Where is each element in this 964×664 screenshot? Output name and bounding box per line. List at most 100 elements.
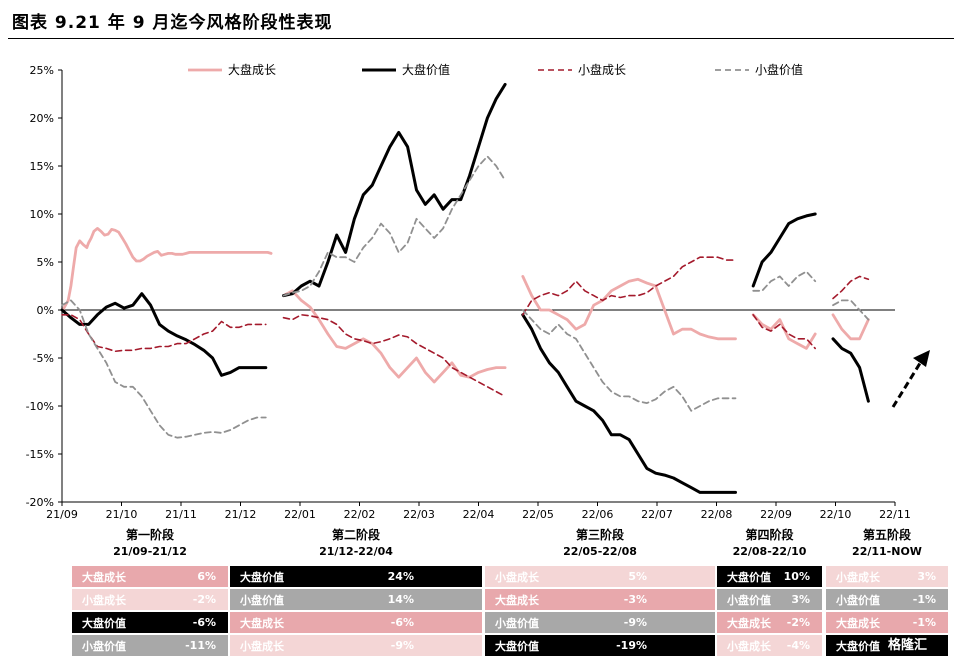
series-line xyxy=(751,212,817,288)
y-tick-label: 10% xyxy=(30,208,54,221)
x-tick-label: 22/02 xyxy=(344,508,376,521)
phase-row: 大盘成长 -6% xyxy=(230,612,482,633)
phase-row: 小盘成长 -2% xyxy=(72,589,228,610)
series-line xyxy=(61,313,267,353)
series-line xyxy=(751,313,817,350)
phase-row-label: 小盘价值 xyxy=(495,616,539,630)
phase-row-value: -9% xyxy=(623,616,647,629)
phase-date-range: 21/09-21/12 xyxy=(113,545,187,558)
phase-row-label: 大盘价值 xyxy=(82,616,126,630)
x-tick-label: 22/05 xyxy=(522,508,554,521)
x-tick-label: 22/04 xyxy=(463,508,495,521)
phase-row-label: 大盘成长 xyxy=(727,616,771,630)
phase-row-value: 3% xyxy=(917,570,936,583)
series-line xyxy=(521,309,737,412)
phase-row: 大盘价值 xyxy=(826,635,948,656)
phase-date-range: 21/12-22/04 xyxy=(319,545,393,558)
phase-row: 小盘价值 -11% xyxy=(72,635,228,656)
phase-row-label: 大盘成长 xyxy=(836,616,880,630)
phase-row: 小盘价值 3% xyxy=(717,589,822,610)
x-tick-label: 22/08 xyxy=(701,508,733,521)
phase-row: 小盘价值 -9% xyxy=(485,612,715,633)
x-tick-label: 21/09 xyxy=(46,508,78,521)
phase-row-value: 6% xyxy=(197,570,216,583)
phase-row-value: -19% xyxy=(616,639,647,652)
phase-row: 大盘价值 10% xyxy=(717,566,822,587)
phase-row-value: 10% xyxy=(783,570,810,583)
phase-row-label: 大盘成长 xyxy=(495,593,539,607)
y-tick-label: -20% xyxy=(26,496,54,509)
x-tick-label: 21/10 xyxy=(106,508,138,521)
y-tick-label: 0% xyxy=(37,304,54,317)
phase-row-label: 小盘价值 xyxy=(82,639,126,653)
chart-axes: 25% 20% 15% 10% 5% 0% -5% -10% -15% -20%21/09 21/1… xyxy=(26,64,911,521)
series-line xyxy=(831,313,870,341)
phase-row-label: 小盘成长 xyxy=(836,570,880,584)
phase-name: 第三阶段 xyxy=(575,528,624,542)
phase-row-value: -11% xyxy=(185,639,216,652)
y-tick-label: -10% xyxy=(26,400,54,413)
phase-row: 小盘价值 -1% xyxy=(826,589,948,610)
y-tick-label: 5% xyxy=(37,256,54,269)
phase-row: 大盘成长 -3% xyxy=(485,589,715,610)
phase-row-label: 小盘成长 xyxy=(727,639,771,653)
phase-row: 大盘价值 -19% xyxy=(485,635,715,656)
phase-row-label: 小盘成长 xyxy=(82,593,126,607)
legend-label: 小盘价值 xyxy=(755,62,803,77)
series-line xyxy=(60,292,268,377)
series-line xyxy=(61,299,267,439)
phase-row: 大盘成长 6% xyxy=(72,566,228,587)
x-tick-label: 22/09 xyxy=(760,508,792,521)
x-tick-label: 21/11 xyxy=(165,508,197,521)
phase-name: 第二阶段 xyxy=(331,528,380,542)
phase-row-label: 大盘成长 xyxy=(82,570,126,584)
series-line xyxy=(521,256,737,316)
phase-row-label: 小盘价值 xyxy=(727,593,771,607)
series-line xyxy=(831,337,870,403)
legend-label: 大盘价值 xyxy=(402,62,450,77)
trend-arrow-icon xyxy=(891,350,930,408)
phase-row: 小盘成长 3% xyxy=(826,566,948,587)
y-tick-label: 20% xyxy=(30,112,54,125)
y-tick-label: -15% xyxy=(26,448,54,461)
watermark-logo: 格隆汇 xyxy=(888,638,928,653)
phase-row: 大盘价值 -6% xyxy=(72,612,228,633)
phase-row-value: -6% xyxy=(192,616,216,629)
x-tick-label: 22/06 xyxy=(582,508,614,521)
series-line xyxy=(521,313,737,494)
phase-date-range: 22/05-22/08 xyxy=(563,545,637,558)
phase-row-label: 小盘成长 xyxy=(240,639,284,653)
phase-row-value: -9% xyxy=(390,639,414,652)
series-line xyxy=(282,313,506,398)
phase-row: 大盘价值 24% xyxy=(230,566,482,587)
y-tick-label: -5% xyxy=(33,352,54,365)
phase-row: 小盘成长 5% xyxy=(485,566,715,587)
series-line xyxy=(282,155,507,297)
phase-row-label: 大盘价值 xyxy=(240,570,284,584)
phase-row-value: -1% xyxy=(912,616,936,629)
title-divider xyxy=(8,38,954,39)
phase-row-value: -6% xyxy=(390,616,414,629)
x-tick-label: 22/11 xyxy=(879,508,911,521)
legend-label: 大盘成长 xyxy=(228,62,276,77)
phase-row-value: -2% xyxy=(786,616,810,629)
chart-series xyxy=(60,82,870,494)
phase-row-label: 大盘价值 xyxy=(727,570,771,584)
phase-row-label: 大盘价值 xyxy=(495,639,539,653)
phase-name: 第四阶段 xyxy=(745,528,794,542)
phase-row: 小盘成长 -4% xyxy=(717,635,822,656)
phase-name: 第一阶段 xyxy=(125,528,174,542)
phase-row-value: -4% xyxy=(786,639,810,652)
figure-title: 图表 9.21 年 9 月迄今风格阶段性表现 xyxy=(12,13,333,33)
series-line xyxy=(521,274,737,341)
phase-row-value: -2% xyxy=(192,593,216,606)
x-tick-label: 22/03 xyxy=(403,508,435,521)
phase-row-label: 小盘成长 xyxy=(495,570,539,584)
phase-row-label: 小盘价值 xyxy=(836,593,880,607)
phase-row-label: 大盘成长 xyxy=(240,616,284,630)
series-line xyxy=(752,270,817,292)
phase-row-label: 小盘价值 xyxy=(240,593,284,607)
phase-row: 小盘成长 -9% xyxy=(230,635,482,656)
x-tick-label: 21/12 xyxy=(225,508,257,521)
phase-row-value: 24% xyxy=(387,570,414,583)
